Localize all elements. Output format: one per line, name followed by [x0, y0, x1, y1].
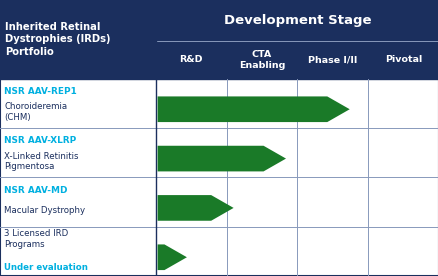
- Bar: [0, 0, 438, 79]
- Text: NSR AAV-MD: NSR AAV-MD: [4, 186, 68, 195]
- FancyArrow shape: [157, 96, 349, 122]
- Bar: [0, 128, 438, 177]
- Text: NSR AAV-REP1: NSR AAV-REP1: [4, 87, 77, 96]
- Text: Phase I/II: Phase I/II: [307, 55, 357, 64]
- Text: Choroideremia
(CHM): Choroideremia (CHM): [4, 102, 67, 122]
- FancyArrow shape: [157, 146, 285, 171]
- Text: X-Linked Retinitis
Pigmentosa: X-Linked Retinitis Pigmentosa: [4, 152, 79, 171]
- Text: Pivotal: Pivotal: [384, 55, 421, 64]
- Bar: [0, 177, 438, 227]
- Text: 3 Licensed IRD
Programs: 3 Licensed IRD Programs: [4, 229, 68, 249]
- FancyArrow shape: [157, 195, 233, 221]
- Text: Under evaluation: Under evaluation: [4, 263, 88, 272]
- Text: Macular Dystrophy: Macular Dystrophy: [4, 206, 85, 215]
- FancyArrow shape: [157, 245, 187, 270]
- Text: NSR AAV-XLRP: NSR AAV-XLRP: [4, 136, 77, 145]
- Text: Inherited Retinal
Dystrophies (IRDs)
Portfolio: Inherited Retinal Dystrophies (IRDs) Por…: [5, 22, 110, 57]
- Text: R&D: R&D: [179, 55, 202, 64]
- Text: CTA
Enabling: CTA Enabling: [238, 50, 285, 70]
- Bar: [0, 79, 438, 128]
- Bar: [0, 227, 438, 276]
- Text: Development Stage: Development Stage: [223, 14, 370, 27]
